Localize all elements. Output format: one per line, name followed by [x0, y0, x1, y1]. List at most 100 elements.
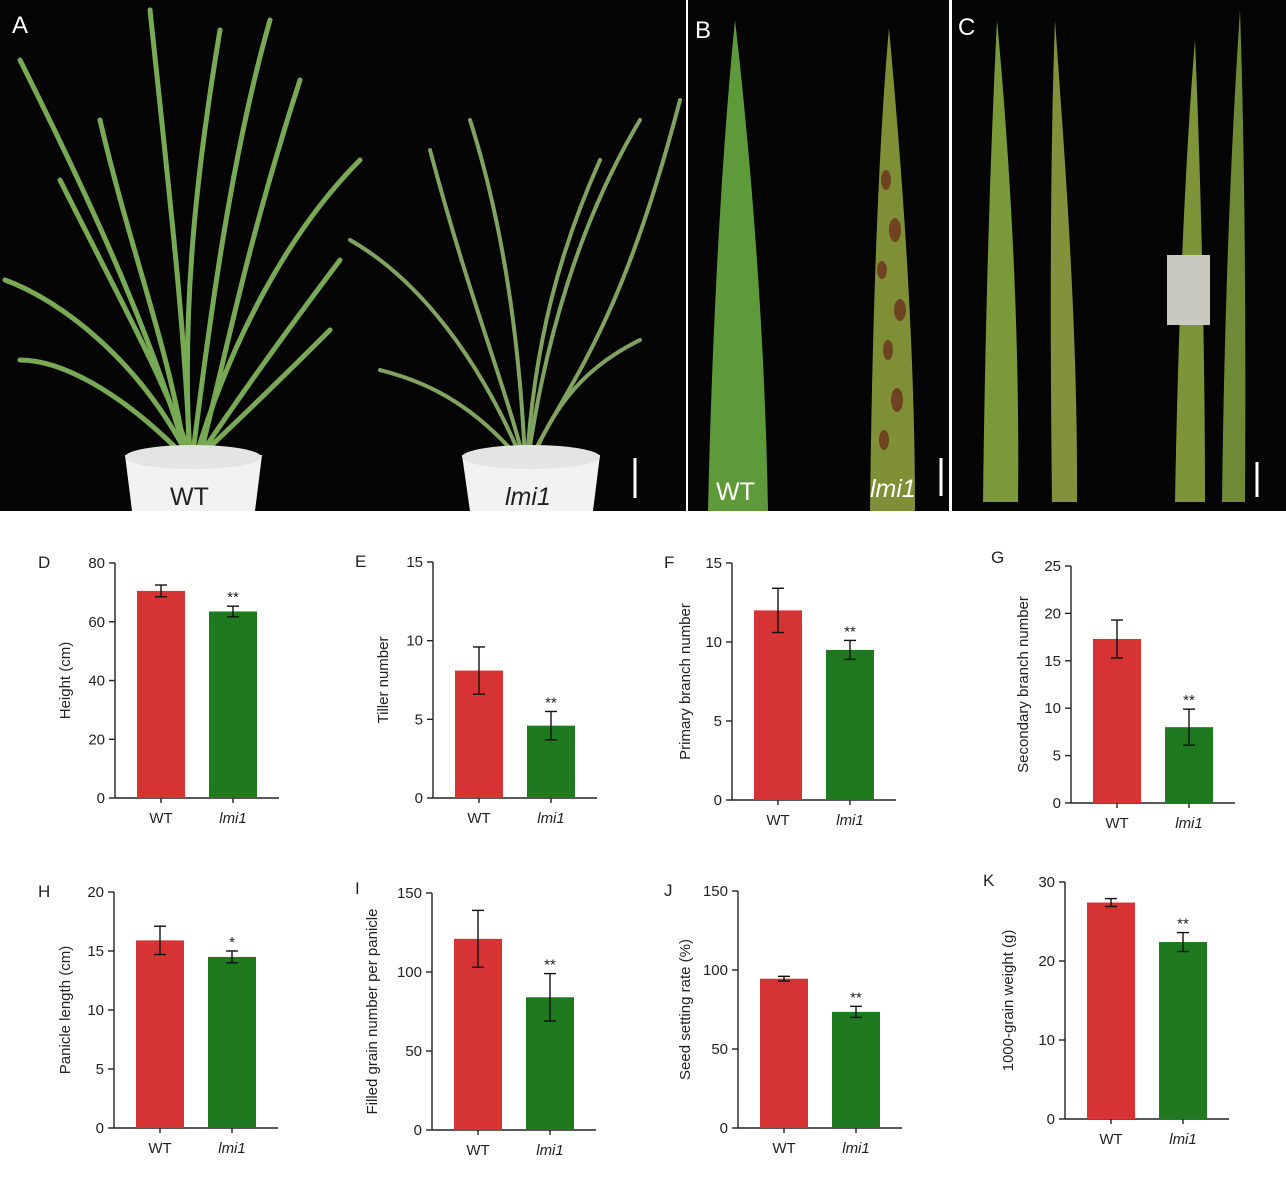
y-tick-label-f: 15	[705, 555, 722, 572]
significance-mark-j: **	[850, 989, 862, 1006]
x-tick-label-k: WT	[1099, 1131, 1122, 1148]
panel-letter-g: G	[991, 548, 1004, 567]
leaf-lmi1	[870, 28, 915, 511]
chart-g: G 0 5 10 15 20 25 Secondary branch number WT ** lm…	[991, 548, 1235, 832]
leaf-wt	[708, 20, 768, 511]
bar-charts: D 0 20 40 60 80 Height (cm) WT ** lmi1 E 0 5 10 15 Till…	[38, 548, 1235, 1159]
y-axis-label-i: Filled grain number per panicle	[364, 909, 381, 1115]
y-tick-label-i: 150	[397, 885, 422, 902]
panel-letter-f: F	[664, 553, 674, 572]
photo-panel-b: B WT lmi1	[688, 0, 949, 511]
significance-mark-h: *	[229, 934, 235, 951]
photo-a-label-lmi1: lmi1	[505, 483, 551, 511]
x-tick-label-k: lmi1	[1169, 1131, 1197, 1148]
x-tick-label-g: WT	[1105, 815, 1128, 832]
leaf-c-4	[1222, 10, 1246, 502]
panel-letter-e: E	[355, 552, 366, 571]
panel-letter-d: D	[38, 553, 50, 572]
x-tick-label-h: WT	[148, 1140, 171, 1157]
y-tick-label-k: 10	[1038, 1032, 1055, 1049]
bar-f-wt	[754, 610, 802, 800]
bar-g-wt	[1093, 638, 1141, 803]
y-axis-label-h: Panicle length (cm)	[57, 946, 74, 1074]
x-tick-label-d: WT	[149, 810, 172, 827]
y-tick-label-f: 10	[705, 634, 722, 651]
x-tick-label-i: lmi1	[536, 1142, 564, 1159]
panel-letter-c: C	[958, 14, 975, 41]
tape-marker	[1167, 255, 1210, 325]
y-tick-label-h: 15	[87, 943, 104, 960]
y-tick-label-f: 5	[714, 713, 722, 730]
pot-lmi1-rim	[462, 445, 600, 469]
bar-f-lmi1	[826, 649, 874, 800]
photo-panel-a: A WT lmi1	[0, 0, 686, 511]
leaf-c-1	[983, 20, 1019, 502]
y-tick-label-e: 5	[415, 711, 423, 728]
panel-letter-a: A	[12, 12, 28, 39]
y-tick-label-k: 20	[1038, 953, 1055, 970]
chart-e: E 0 5 10 15 Tiller number WT ** lmi1	[355, 552, 597, 827]
y-tick-label-e: 15	[406, 554, 423, 571]
y-axis-label-j: Seed setting rate (%)	[677, 939, 694, 1080]
photo-b-label-lmi1: lmi1	[870, 475, 916, 503]
leaf-c-2	[1050, 20, 1078, 502]
panel-letter-j: J	[664, 881, 673, 900]
y-tick-label-g: 25	[1044, 558, 1061, 575]
y-tick-label-i: 100	[397, 964, 422, 981]
y-tick-label-k: 0	[1047, 1111, 1055, 1128]
bar-d-wt	[137, 590, 185, 798]
significance-mark-d: **	[227, 589, 239, 606]
chart-d: D 0 20 40 60 80 Height (cm) WT ** lmi1	[38, 553, 279, 827]
y-tick-label-f: 0	[714, 792, 722, 809]
bar-h-lmi1	[208, 956, 256, 1128]
y-tick-label-d: 60	[88, 614, 105, 631]
plant-wt-illustration	[2, 7, 363, 463]
photo-b-label-wt: WT	[716, 478, 755, 506]
bar-h-wt	[136, 940, 184, 1128]
y-tick-label-j: 100	[703, 962, 728, 979]
chart-f: F 0 5 10 15 Primary branch number WT ** lmi1	[664, 553, 896, 829]
photo-a-background	[0, 0, 686, 511]
photo-panel-c: C	[952, 0, 1286, 511]
pot-wt-rim	[125, 445, 261, 469]
panel-letter-h: H	[38, 882, 50, 901]
chart-i: I 0 50 100 150 Filled grain number per panicl…	[355, 879, 596, 1159]
y-tick-label-e: 0	[415, 790, 423, 807]
pot-lmi1	[462, 455, 600, 511]
y-tick-label-g: 15	[1044, 653, 1061, 670]
x-tick-label-e: lmi1	[537, 810, 565, 827]
y-axis-label-g: Secondary branch number	[1015, 596, 1032, 773]
x-tick-label-g: lmi1	[1175, 815, 1203, 832]
pot-wt	[125, 455, 262, 511]
leaf-lmi1-lesions	[877, 170, 906, 450]
x-tick-label-j: WT	[772, 1140, 795, 1157]
y-tick-label-d: 20	[88, 731, 105, 748]
y-tick-label-g: 10	[1044, 700, 1061, 717]
y-tick-label-j: 50	[711, 1041, 728, 1058]
x-tick-label-e: WT	[467, 810, 490, 827]
chart-h: H 0 5 10 15 20 Panicle length (cm) WT * lmi1	[38, 882, 278, 1157]
significance-mark-f: **	[844, 623, 856, 640]
significance-mark-e: **	[545, 694, 557, 711]
y-tick-label-i: 0	[414, 1122, 422, 1139]
bar-j-lmi1	[832, 1011, 880, 1128]
y-tick-label-d: 80	[88, 555, 105, 572]
bar-d-lmi1	[209, 611, 257, 798]
photo-a-label-wt: WT	[170, 483, 209, 511]
y-tick-label-d: 40	[88, 673, 105, 690]
bar-k-wt	[1087, 902, 1135, 1119]
x-tick-label-f: lmi1	[836, 812, 864, 829]
significance-mark-g: **	[1183, 692, 1195, 709]
y-axis-label-k: 1000-grain weight (g)	[1000, 930, 1017, 1072]
chart-k: K 0 10 20 30 1000-grain weight (g) WT ** lmi1	[983, 871, 1229, 1148]
y-axis-label-e: Tiller number	[375, 637, 392, 724]
bar-i-wt	[454, 938, 502, 1130]
y-tick-label-h: 20	[87, 884, 104, 901]
y-tick-label-j: 150	[703, 883, 728, 900]
panel-letter-k: K	[983, 871, 995, 890]
panel-letter-i: I	[355, 879, 360, 898]
y-tick-label-e: 10	[406, 633, 423, 650]
x-tick-label-d: lmi1	[219, 810, 247, 827]
x-tick-label-f: WT	[766, 812, 789, 829]
y-tick-label-d: 0	[97, 790, 105, 807]
